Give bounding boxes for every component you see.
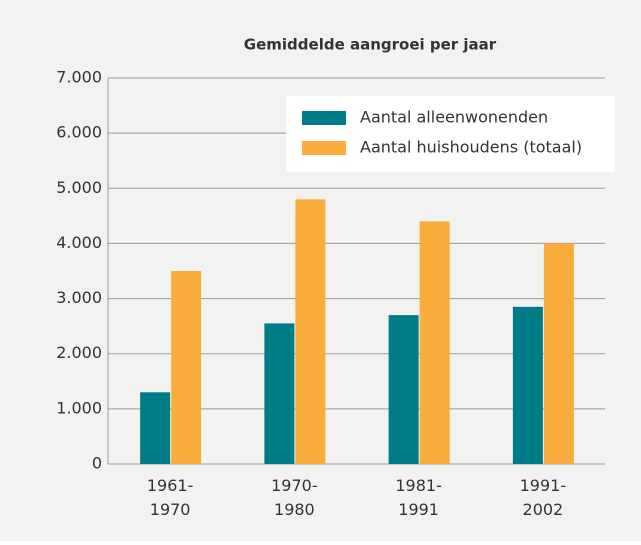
chart-title: Gemiddelde aangroei per jaar bbox=[244, 36, 497, 54]
legend-box bbox=[286, 96, 615, 172]
bar bbox=[543, 243, 574, 464]
y-tick-label: 2.000 bbox=[56, 343, 102, 362]
x-tick-label: 1981-1991 bbox=[395, 476, 442, 519]
y-tick-label: 5.000 bbox=[56, 178, 102, 197]
bar bbox=[171, 271, 202, 464]
legend-label: Aantal huishoudens (totaal) bbox=[360, 138, 582, 157]
x-tick-label: 1991-2002 bbox=[520, 476, 567, 519]
y-tick-label: 4.000 bbox=[56, 233, 102, 252]
x-tick-label: 1961-1970 bbox=[147, 476, 194, 519]
bar bbox=[388, 315, 419, 464]
bar bbox=[512, 306, 543, 464]
bar bbox=[264, 323, 295, 464]
legend-swatch bbox=[302, 141, 346, 155]
y-tick-label: 3.000 bbox=[56, 288, 102, 307]
y-tick-label: 0 bbox=[92, 454, 102, 473]
legend-label: Aantal alleenwonenden bbox=[360, 108, 548, 127]
y-tick-label: 7.000 bbox=[56, 68, 102, 87]
legend-swatch bbox=[302, 111, 346, 125]
y-tick-label: 1.000 bbox=[56, 398, 102, 417]
bar bbox=[419, 221, 450, 464]
y-tick-label: 6.000 bbox=[56, 123, 102, 142]
x-tick-label: 1970-1980 bbox=[271, 476, 318, 519]
bar bbox=[295, 199, 326, 465]
bar bbox=[140, 392, 171, 464]
